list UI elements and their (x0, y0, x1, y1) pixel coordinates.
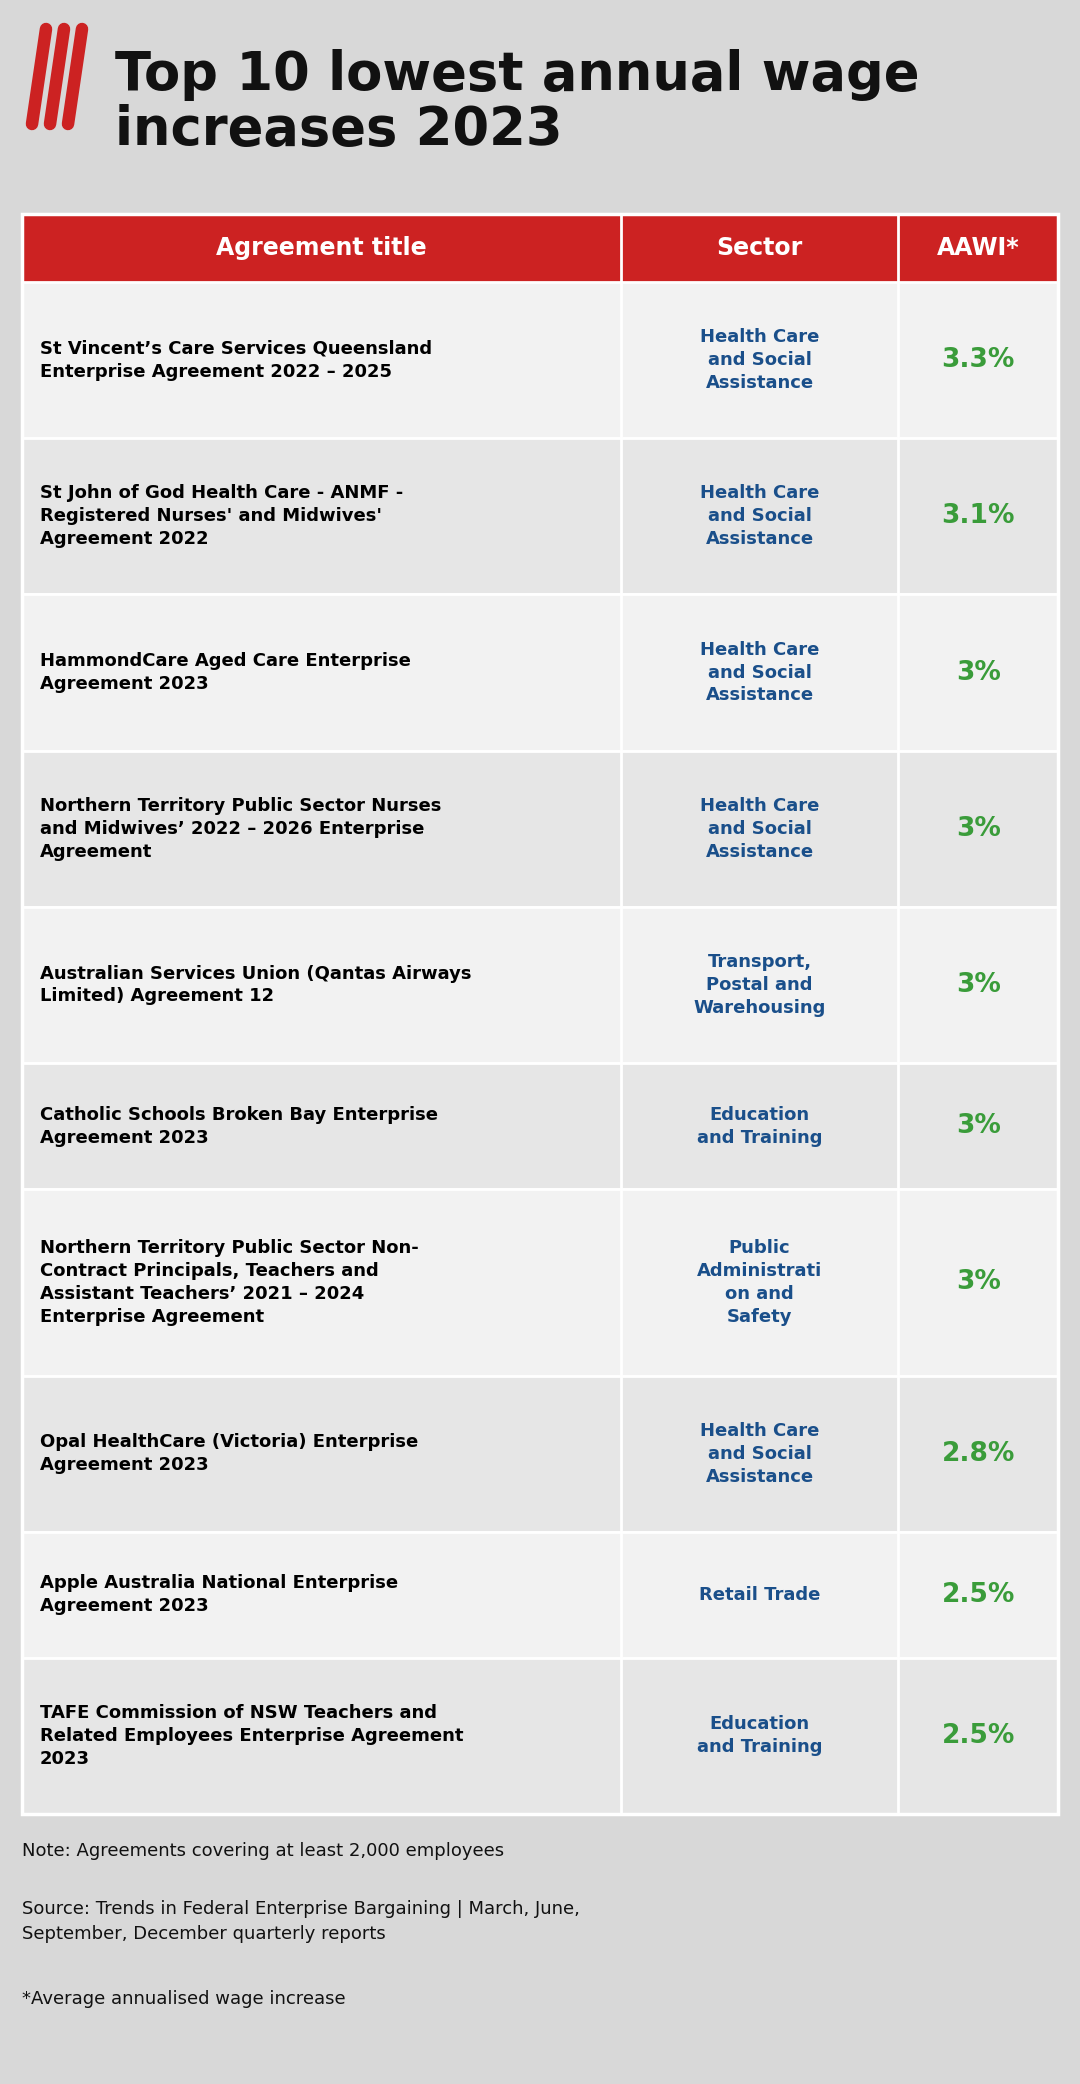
Text: HammondCare Aged Care Enterprise
Agreement 2023: HammondCare Aged Care Enterprise Agreeme… (40, 652, 410, 694)
Text: Northern Territory Public Sector Non-
Contract Principals, Teachers and
Assistan: Northern Territory Public Sector Non- Co… (40, 1240, 419, 1325)
Text: 2.5%: 2.5% (942, 1723, 1015, 1748)
Text: 3.3%: 3.3% (942, 348, 1015, 373)
Text: Australian Services Union (Qantas Airways
Limited) Agreement 12: Australian Services Union (Qantas Airway… (40, 965, 472, 1004)
Text: Health Care
and Social
Assistance: Health Care and Social Assistance (700, 327, 820, 392)
Text: Health Care
and Social
Assistance: Health Care and Social Assistance (700, 796, 820, 861)
Text: St John of God Health Care - ANMF -
Registered Nurses' and Midwives'
Agreement 2: St John of God Health Care - ANMF - Regi… (40, 483, 403, 548)
Text: increases 2023: increases 2023 (114, 104, 563, 156)
Text: TAFE Commission of NSW Teachers and
Related Employees Enterprise Agreement
2023: TAFE Commission of NSW Teachers and Rela… (40, 1705, 463, 1767)
Text: Apple Australia National Enterprise
Agreement 2023: Apple Australia National Enterprise Agre… (40, 1573, 399, 1615)
Text: Retail Trade: Retail Trade (699, 1586, 821, 1605)
Bar (22, 281, 1058, 438)
Text: St Vincent’s Care Services Queensland
Enterprise Agreement 2022 – 2025: St Vincent’s Care Services Queensland En… (40, 340, 432, 381)
Text: 3%: 3% (956, 1113, 1001, 1140)
Text: 2.8%: 2.8% (942, 1440, 1015, 1467)
Text: Health Care
and Social
Assistance: Health Care and Social Assistance (700, 640, 820, 704)
Bar (22, 907, 1058, 1063)
Text: Education
and Training: Education and Training (697, 1715, 822, 1757)
Text: 3%: 3% (956, 1269, 1001, 1296)
Text: Health Care
and Social
Assistance: Health Care and Social Assistance (700, 483, 820, 548)
Bar (22, 1375, 1058, 1532)
Bar (22, 1657, 1058, 1813)
Text: Transport,
Postal and
Warehousing: Transport, Postal and Warehousing (693, 952, 826, 1017)
Bar (22, 1190, 1058, 1375)
Text: Northern Territory Public Sector Nurses
and Midwives’ 2022 – 2026 Enterprise
Agr: Northern Territory Public Sector Nurses … (40, 796, 442, 861)
Text: Catholic Schools Broken Bay Enterprise
Agreement 2023: Catholic Schools Broken Bay Enterprise A… (40, 1107, 438, 1146)
Text: Opal HealthCare (Victoria) Enterprise
Agreement 2023: Opal HealthCare (Victoria) Enterprise Ag… (40, 1434, 418, 1473)
Bar (22, 1375, 1058, 1532)
Bar (22, 594, 1058, 750)
Bar (22, 907, 1058, 1063)
Text: Sector: Sector (716, 235, 802, 260)
Text: Education
and Training: Education and Training (697, 1107, 822, 1146)
Bar (22, 1532, 1058, 1657)
Text: Public
Administrati
on and
Safety: Public Administrati on and Safety (697, 1240, 822, 1325)
Bar (22, 438, 1058, 594)
Text: 3%: 3% (956, 815, 1001, 842)
Text: Note: Agreements covering at least 2,000 employees: Note: Agreements covering at least 2,000… (22, 1842, 504, 1861)
Text: *Average annualised wage increase: *Average annualised wage increase (22, 1990, 346, 2009)
Text: Agreement title: Agreement title (216, 235, 427, 260)
Bar (22, 1190, 1058, 1375)
Bar (22, 750, 1058, 907)
Text: AAWI*: AAWI* (936, 235, 1020, 260)
Text: 2.5%: 2.5% (942, 1582, 1015, 1607)
Bar (22, 1657, 1058, 1813)
Bar (22, 750, 1058, 907)
Text: Source: Trends in Federal Enterprise Bargaining | March, June,
September, Decemb: Source: Trends in Federal Enterprise Bar… (22, 1901, 580, 1942)
Text: Health Care
and Social
Assistance: Health Care and Social Assistance (700, 1421, 820, 1486)
Bar (22, 281, 1058, 438)
Bar (22, 1532, 1058, 1657)
Text: 3%: 3% (956, 659, 1001, 686)
Bar (22, 1063, 1058, 1190)
Text: 3%: 3% (956, 971, 1001, 998)
Text: 3.1%: 3.1% (942, 504, 1015, 529)
Bar (22, 438, 1058, 594)
Bar (22, 215, 1058, 1813)
Bar (22, 215, 1058, 281)
Text: Top 10 lowest annual wage: Top 10 lowest annual wage (114, 50, 919, 100)
Bar (22, 1063, 1058, 1190)
Bar (22, 594, 1058, 750)
